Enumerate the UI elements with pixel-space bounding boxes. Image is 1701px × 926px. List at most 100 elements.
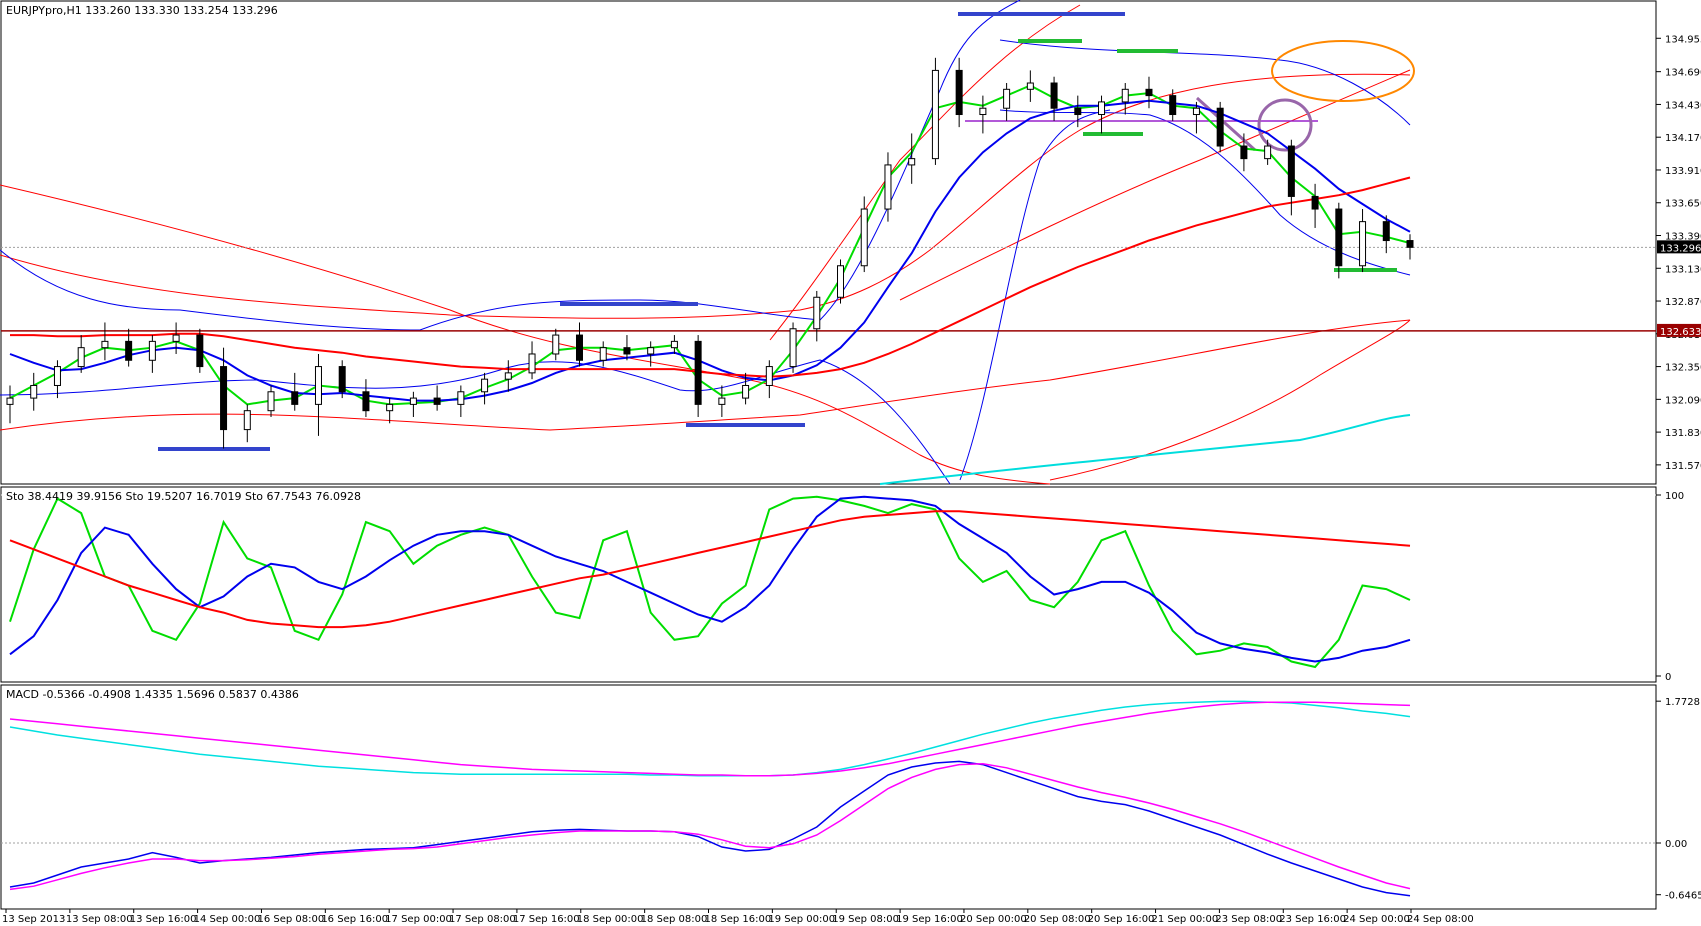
candle-body xyxy=(220,366,228,431)
y-tick-label: 134.430 xyxy=(1665,100,1701,111)
candle-body xyxy=(172,334,180,342)
candle-body xyxy=(908,158,916,166)
candle-body xyxy=(196,334,204,368)
current-price-badge: 133.296 xyxy=(1657,240,1701,254)
candle-body xyxy=(552,334,560,355)
x-tick-label: 20 Sep 16:00 xyxy=(1088,914,1155,925)
candle-body xyxy=(481,378,489,393)
candle-body xyxy=(528,353,536,374)
candle-body xyxy=(1406,240,1414,248)
series-line xyxy=(9,495,1411,663)
x-tick-label: 23 Sep 16:00 xyxy=(1279,914,1346,925)
candle-body xyxy=(718,397,726,405)
y-tick-label: 134.170 xyxy=(1665,133,1701,144)
current-price-label: 133.296 xyxy=(1660,243,1701,254)
candle-body xyxy=(1382,221,1390,242)
candle-body xyxy=(291,391,299,405)
candle-body xyxy=(386,403,394,412)
x-tick-label: 19 Sep 00:00 xyxy=(768,914,835,925)
candle-body xyxy=(6,397,14,405)
y-tick-label: 133.650 xyxy=(1665,199,1701,210)
candle-body xyxy=(694,340,702,405)
price-panel xyxy=(0,0,1657,485)
candle-body xyxy=(338,366,346,393)
series-line xyxy=(9,763,1411,891)
candle-body xyxy=(243,410,251,431)
x-tick-label: 17 Sep 08:00 xyxy=(449,914,516,925)
candle-body xyxy=(623,347,631,355)
series-line xyxy=(9,510,1411,629)
stochastic-title: Sto 38.4419 39.9156 Sto 19.5207 16.7019 … xyxy=(6,490,361,503)
candle-body xyxy=(742,384,750,399)
resistance-price-label: 132.633 xyxy=(1660,327,1701,338)
candle-body xyxy=(77,347,85,368)
candle-body xyxy=(1074,107,1082,116)
candle-body xyxy=(30,384,38,399)
candle-body xyxy=(647,347,655,355)
x-tick-label: 24 Sep 00:00 xyxy=(1343,914,1410,925)
x-tick-label: 19 Sep 08:00 xyxy=(832,914,899,925)
candle-body xyxy=(267,391,275,412)
y-tick-label: 132.350 xyxy=(1665,363,1701,374)
macd-panel xyxy=(0,684,1657,910)
candle-body xyxy=(504,372,512,380)
candle-body xyxy=(979,107,987,116)
y-tick-label: 100 xyxy=(1665,491,1684,502)
x-tick-label: 18 Sep 08:00 xyxy=(641,914,708,925)
x-tick-label: 20 Sep 00:00 xyxy=(960,914,1027,925)
candle-body xyxy=(125,340,133,361)
candle-body xyxy=(1240,145,1248,160)
price-chart-title: EURJPYpro,H1 133.260 133.330 133.254 133… xyxy=(6,4,278,17)
resistance-price-badge: 132.633 xyxy=(1657,323,1701,338)
x-tick-label: 16 Sep 16:00 xyxy=(321,914,388,925)
candle-body xyxy=(575,334,583,361)
y-tick-label: 132.090 xyxy=(1665,395,1701,406)
x-tick-label: 14 Sep 00:00 xyxy=(194,914,261,925)
x-tick-label: 13 Sep 2013 xyxy=(2,914,65,925)
candle-body xyxy=(1003,88,1011,109)
candle-body xyxy=(409,397,417,405)
candle-body xyxy=(1359,221,1367,267)
x-tick-label: 13 Sep 16:00 xyxy=(130,914,197,925)
x-tick-label: 20 Sep 08:00 xyxy=(1024,914,1091,925)
x-tick-label: 24 Sep 08:00 xyxy=(1407,914,1474,925)
candle-body xyxy=(1098,101,1106,116)
x-tick-label: 18 Sep 16:00 xyxy=(705,914,772,925)
series-line xyxy=(9,701,1411,777)
x-tick-label: 18 Sep 00:00 xyxy=(577,914,644,925)
candle-body xyxy=(362,391,370,412)
candle-body xyxy=(837,265,845,298)
candle-body xyxy=(884,164,892,210)
y-tick-label: 0 xyxy=(1665,672,1671,683)
y-tick-label: 133.130 xyxy=(1665,264,1701,275)
x-tick-label: 13 Sep 08:00 xyxy=(66,914,133,925)
x-tick-label: 21 Sep 00:00 xyxy=(1152,914,1219,925)
candle-body xyxy=(670,340,678,349)
candle-body xyxy=(1287,145,1295,197)
indicator-series xyxy=(9,84,1411,897)
candle-body xyxy=(1121,88,1129,103)
y-tick-label: 0.00 xyxy=(1665,839,1687,850)
series-line xyxy=(9,700,1411,777)
annotations xyxy=(158,12,1415,451)
series-line xyxy=(10,176,1411,378)
y-tick-label: -0.6465 xyxy=(1665,891,1701,902)
x-tick-label: 19 Sep 16:00 xyxy=(896,914,963,925)
candle-body xyxy=(1311,195,1319,210)
candle-body xyxy=(1216,107,1224,147)
y-tick-label: 132.870 xyxy=(1665,297,1701,308)
y-tick-label: 1.7728 xyxy=(1665,697,1700,708)
y-tick-label: 134.690 xyxy=(1665,68,1701,79)
candle-body xyxy=(1335,208,1343,267)
candle-body xyxy=(1026,82,1034,90)
y-tick-label: 134.955 xyxy=(1665,34,1701,45)
x-tick-label: 17 Sep 00:00 xyxy=(385,914,452,925)
x-tick-label: 23 Sep 08:00 xyxy=(1215,914,1282,925)
candle-body xyxy=(148,340,156,361)
price-candles xyxy=(6,57,1414,449)
candle-body xyxy=(1169,95,1177,116)
stochastic-panel xyxy=(0,486,1657,683)
candle-body xyxy=(789,328,797,368)
candle-body xyxy=(457,391,465,405)
y-tick-label: 131.830 xyxy=(1665,428,1701,439)
